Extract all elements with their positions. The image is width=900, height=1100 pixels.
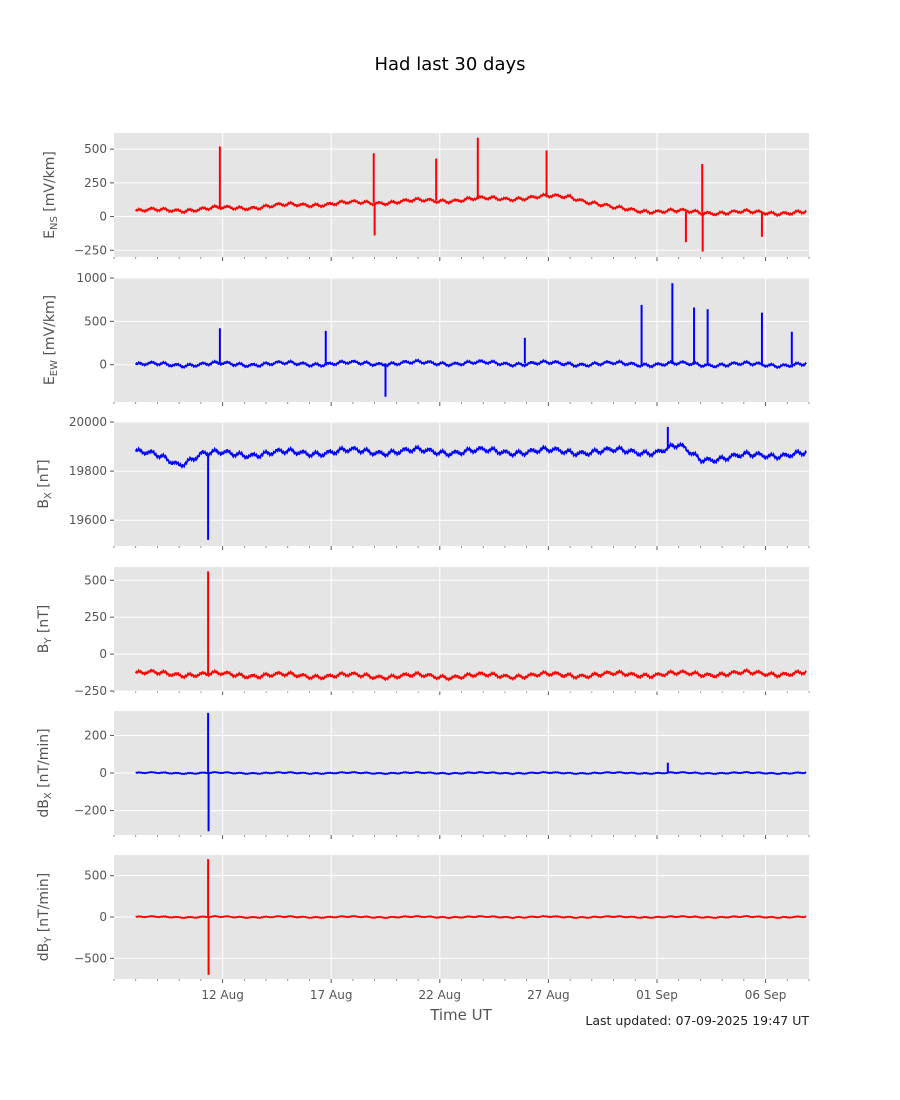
y-tick-label: 0 [99,910,107,924]
y-tick-label: 250 [84,610,107,624]
y-axis-label: ENS [mV/km] [42,151,60,239]
y-tick-label: 500 [84,314,107,328]
y-axis-label: EEW [mV/km] [42,295,60,385]
y-tick-label: 200 [84,728,107,742]
chart-title: Had last 30 days [374,54,525,75]
panel-3: 19600 19800 20000 BX [nT] [36,415,810,550]
x-axis-label: Time UT [429,1006,492,1024]
x-tick-label: 17 Aug [310,988,353,1002]
y-axis-label: dBY [nT/min] [36,873,54,962]
y-tick-label: 500 [84,142,107,156]
y-tick-label: 0 [99,766,107,780]
series-line [134,192,807,218]
panel-1: −250 0 250 500 ENS [mV/km] [42,133,810,261]
panel-background [114,422,809,546]
series-line [134,441,808,469]
y-tick-label: 1000 [76,271,107,285]
y-tick-label: 0 [99,358,107,372]
panel-6: −500 0 500 dBY [nT/min] 12 Aug 17 Aug 22 Aug 27… [36,855,810,1002]
y-tick-label: 19800 [69,464,107,478]
x-tick-label: 27 Aug [527,988,570,1002]
y-tick-label: −500 [74,951,107,965]
y-tick-label: 250 [84,176,107,190]
x-tick-label: 22 Aug [419,988,462,1002]
series-line [134,667,807,682]
last-updated-label: Last updated: 07-09-2025 19:47 UT [585,1013,809,1028]
series-line [135,770,807,776]
y-tick-label: 500 [84,573,107,587]
panel-2: 0 500 1000 EEW [mV/km] [42,271,810,406]
panel-4: −250 0 250 500 BY [nT] [36,567,810,698]
y-tick-label: 0 [99,647,107,661]
y-axis-label: dBX [nT/min] [36,728,54,817]
panels: −250 0 250 500 ENS [mV/km] 0 500 1000 EEW [mV/km… [36,133,810,1002]
y-tick-label: 500 [84,869,107,883]
panel-5: −200 0 200 dBX [nT/min] [36,711,810,839]
y-tick-label: −250 [74,243,107,257]
y-axis-label: BX [nT] [36,459,54,508]
y-tick-label: 0 [99,210,107,224]
y-tick-label: 20000 [69,415,107,429]
series-line [135,914,807,920]
y-tick-label: −200 [74,804,107,818]
y-axis-label: BY [nT] [36,605,54,654]
x-tick-label: 12 Aug [201,988,244,1002]
panel-background [114,567,809,691]
x-tick-label: 01 Sep [636,988,678,1002]
y-tick-label: 19600 [69,513,107,527]
panel-background [114,278,809,402]
x-tick-label: 06 Sep [745,988,787,1002]
y-tick-label: −250 [74,684,107,698]
panel-background [114,133,809,257]
